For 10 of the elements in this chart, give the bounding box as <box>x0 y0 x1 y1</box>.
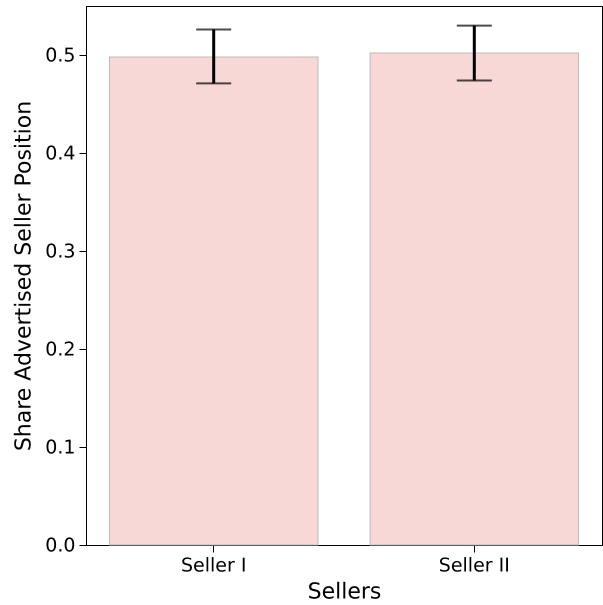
y-tick-label: 0.2 <box>45 338 76 360</box>
y-tick-label: 0.0 <box>45 534 76 556</box>
x-tick-label: Seller II <box>438 554 510 576</box>
x-axis-title: Sellers <box>308 580 382 604</box>
y-tick-label: 0.4 <box>45 142 76 164</box>
y-tick-label: 0.5 <box>45 44 76 66</box>
y-axis-title: Share Advertised Seller Position <box>11 100 36 452</box>
y-tick-label: 0.1 <box>45 436 76 458</box>
y-tick-label: 0.3 <box>45 240 76 262</box>
x-tick-label: Seller I <box>180 554 246 576</box>
